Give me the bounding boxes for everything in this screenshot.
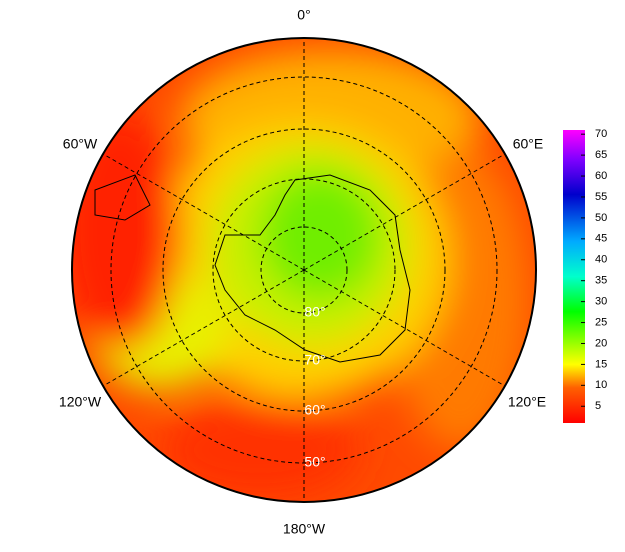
longitude-label: 120°W bbox=[59, 394, 102, 410]
colorbar-tick-label: 20 bbox=[595, 337, 607, 349]
colorbar-tick-label: 5 bbox=[595, 400, 601, 412]
latitude-label: 80° bbox=[304, 304, 325, 320]
longitude-label: 60°W bbox=[63, 136, 98, 152]
colorbar-tick-label: 25 bbox=[595, 316, 607, 328]
latitude-label: 50° bbox=[304, 454, 325, 470]
colorbar-tick-label: 10 bbox=[595, 379, 607, 391]
colorbar-tick-label: 15 bbox=[595, 358, 607, 370]
latitude-label: 60° bbox=[304, 402, 325, 418]
latitude-label: 70° bbox=[304, 352, 325, 368]
colorbar-tick-label: 50 bbox=[595, 212, 607, 224]
meridian bbox=[102, 153, 305, 271]
colorbar-tick-label: 35 bbox=[595, 275, 607, 287]
colorbar-tick-label: 65 bbox=[595, 149, 607, 161]
meridian bbox=[303, 153, 506, 271]
labels: 0° 60°E 120°E 180°W 120°W 60°W 80° 70° 60° 50° bbox=[59, 7, 546, 537]
longitude-label: 120°E bbox=[508, 394, 546, 410]
longitude-label: 60°E bbox=[513, 136, 544, 152]
longitude-label: 0° bbox=[297, 7, 310, 23]
colorbar-tick-label: 40 bbox=[595, 254, 607, 266]
colorbar-tick-label: 30 bbox=[595, 296, 607, 308]
colorbar-tick-label: 60 bbox=[595, 170, 607, 182]
latitude-circle bbox=[162, 128, 446, 412]
longitude-label: 180°W bbox=[283, 521, 326, 537]
graticule bbox=[102, 38, 506, 502]
meridian bbox=[303, 269, 506, 387]
colorbar: 5 10 15 20 25 30 35 40 45 50 55 60 65 70 bbox=[563, 128, 607, 423]
map-border bbox=[71, 37, 537, 503]
meridian bbox=[102, 269, 305, 387]
colorbar-tick-label: 70 bbox=[595, 128, 607, 140]
colorbar-tick-label: 45 bbox=[595, 233, 607, 245]
colorbar-tick-label: 55 bbox=[595, 191, 607, 203]
colorbar-ramp bbox=[563, 130, 585, 423]
latitude-circle bbox=[260, 226, 348, 314]
